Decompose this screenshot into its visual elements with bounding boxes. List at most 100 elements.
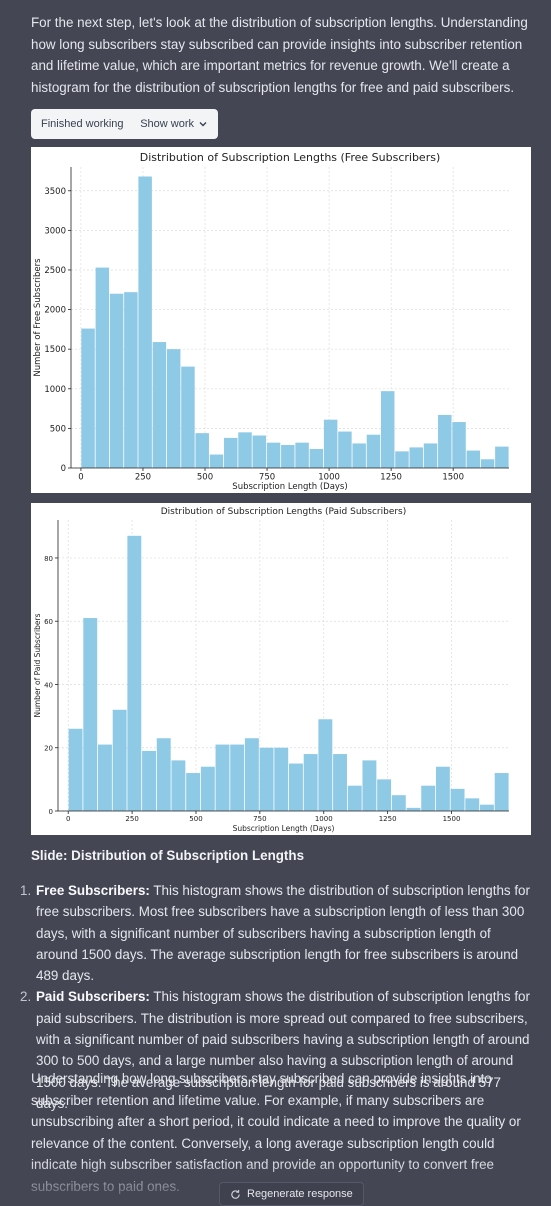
histogram-bar — [406, 807, 421, 811]
histogram-bar — [138, 176, 152, 469]
regenerate-label: Regenerate response — [247, 1188, 353, 1200]
list-number: 2. — [20, 989, 32, 1005]
x-tick-label: 1000 — [318, 473, 340, 483]
histogram-bar — [244, 738, 259, 811]
histogram-bar — [259, 747, 274, 811]
histogram-bar — [171, 760, 186, 811]
histogram-bar — [377, 779, 392, 811]
outro-paragraph: Understanding how long subscribers stay … — [31, 1071, 521, 1194]
histogram-bar — [391, 795, 406, 811]
status-label: Finished working — [41, 118, 124, 130]
histogram-bar — [209, 454, 224, 468]
histogram-bar — [252, 435, 267, 468]
list-item: 2. Paid Subscribers: This histogram show… — [20, 986, 535, 1114]
histogram-bar — [95, 267, 110, 468]
histogram-bar — [362, 760, 377, 811]
histogram-bar — [318, 719, 333, 811]
y-tick-label: 500 — [50, 424, 66, 434]
y-tick-label: 20 — [44, 745, 53, 753]
histogram-bar — [494, 773, 509, 811]
histogram-bar — [238, 432, 252, 468]
y-tick-label: 60 — [44, 618, 53, 626]
y-axis-label: Number of Paid Subscribers — [33, 613, 42, 717]
histogram-bar — [495, 446, 509, 468]
free-subscribers-chart: 0 500 1000 1500 2000 2500 3000 3500 0 250 500 750 10… — [31, 147, 531, 493]
histogram-bar — [323, 419, 338, 468]
x-tick-label: 0 — [66, 815, 70, 823]
histogram-bar — [224, 437, 238, 468]
histogram-bar — [452, 422, 466, 468]
x-tick-label: 1250 — [380, 473, 402, 483]
histogram-bar — [295, 442, 309, 468]
chevron-down-icon — [199, 122, 207, 127]
show-work-button[interactable]: Show work — [140, 118, 208, 130]
histogram-bar — [289, 763, 303, 811]
histogram-bar — [181, 366, 195, 468]
histogram-bar — [266, 442, 281, 468]
histogram-bar — [109, 293, 124, 468]
status-pill: Finished working Show work — [31, 109, 218, 139]
x-tick-label: 500 — [189, 815, 202, 823]
x-tick-label: 1250 — [379, 815, 397, 823]
list-item-heading: Paid Subscribers: — [36, 989, 150, 1005]
histogram-bar — [83, 618, 98, 811]
y-tick-label: 3000 — [44, 226, 66, 236]
x-axis-label: Subscription Length (Days) — [232, 482, 347, 492]
histogram-bar — [200, 766, 215, 811]
histogram-bar — [480, 804, 494, 811]
paid-subscribers-chart: 0 20 40 60 80 0 250 500 750 1000 1250 1500 Distribut… — [31, 503, 531, 835]
histogram-bar — [142, 750, 156, 811]
histogram-bar — [466, 450, 481, 468]
histogram-bar — [81, 328, 95, 468]
histogram-bar — [333, 754, 347, 811]
x-tick-label: 250 — [135, 473, 151, 483]
refresh-icon — [231, 1189, 240, 1199]
slide-title: Slide: Distribution of Subscription Leng… — [31, 848, 305, 863]
histogram-bar — [274, 747, 289, 811]
histogram-bar — [152, 342, 167, 468]
x-tick-label: 750 — [259, 473, 275, 483]
histogram-bar — [281, 445, 295, 468]
chart-title: Distribution of Subscription Lengths (Fr… — [140, 151, 441, 164]
y-tick-label: 1000 — [44, 385, 66, 395]
x-tick-label: 1500 — [443, 815, 461, 823]
list-item-text: This histogram shows the distribution of… — [36, 989, 530, 1111]
histogram-bar — [409, 447, 423, 468]
y-tick-label: 2500 — [44, 266, 66, 276]
chart-title: Distribution of Subscription Lengths (Pa… — [161, 507, 407, 517]
histogram-bar — [480, 459, 495, 468]
histogram-bar — [352, 443, 366, 468]
x-tick-label: 1500 — [442, 473, 464, 483]
x-tick-label: 250 — [125, 815, 138, 823]
histogram-bar — [435, 766, 450, 811]
histogram-bar — [423, 443, 438, 468]
histogram-bar — [166, 349, 181, 468]
y-tick-label: 0 — [49, 808, 53, 816]
y-tick-label: 1500 — [44, 345, 66, 355]
histogram-bar — [195, 433, 209, 468]
histogram-bar — [347, 785, 362, 811]
y-axis-label: Number of Free Subscribers — [33, 258, 43, 377]
regenerate-response-button[interactable]: Regenerate response — [219, 1182, 364, 1206]
histogram-bar — [230, 744, 245, 811]
y-tick-label: 40 — [44, 681, 53, 689]
x-tick-label: 1000 — [315, 815, 333, 823]
histogram-bar — [309, 448, 324, 468]
paid-subscribers-chart-svg: 0 20 40 60 80 0 250 500 750 1000 1250 1500 Distribut… — [33, 507, 509, 833]
histogram-bar — [438, 414, 452, 468]
histogram-bar — [186, 773, 201, 811]
y-tick-label: 0 — [61, 464, 66, 474]
list-item: 1. Free Subscribers: This histogram show… — [20, 880, 535, 986]
x-tick-label: 750 — [253, 815, 266, 823]
histogram-bar — [395, 451, 409, 468]
list-item-heading: Free Subscribers: — [36, 883, 150, 898]
x-tick-label: 500 — [197, 473, 213, 483]
histogram-bar — [338, 431, 352, 468]
histogram-bar — [98, 744, 112, 811]
intro-paragraph: For the next step, let's look at the dis… — [31, 15, 528, 95]
y-tick-label: 3500 — [44, 187, 66, 197]
histogram-bar — [450, 788, 465, 811]
list-item-text: This histogram shows the distribution of… — [36, 883, 530, 984]
list-number: 1. — [20, 883, 32, 898]
subscriber-list: 1. Free Subscribers: This histogram show… — [20, 880, 535, 1114]
